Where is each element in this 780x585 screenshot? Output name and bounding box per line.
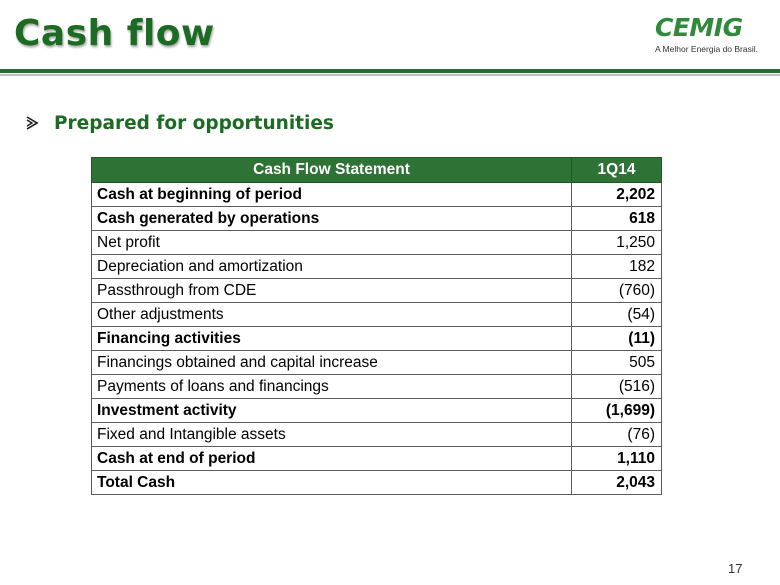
table-row: Investment activity (1,699) [91,398,662,423]
header-divider [0,69,780,73]
page-number: 17 [728,561,743,576]
row-label: Cash at end of period [91,446,572,471]
row-value: 2,043 [571,470,662,495]
table-row: Net profit 1,250 [91,230,662,255]
table-row: Depreciation and amortization 182 [91,254,662,279]
table-row: Financings obtained and capital increase… [91,350,662,375]
table-row: Total Cash 2,043 [91,470,662,495]
row-label: Cash generated by operations [91,206,572,231]
row-value: 1,110 [571,446,662,471]
table-row: Passthrough from CDE (760) [91,278,662,303]
row-label: Fixed and Intangible assets [91,422,572,447]
row-value: 505 [571,350,662,375]
row-label: Investment activity [91,398,572,423]
column-header-statement: Cash Flow Statement [91,157,572,183]
row-label: Financing activities [91,326,572,351]
logo-brand: CEMIG [655,13,743,42]
table-row: Cash generated by operations 618 [91,206,662,231]
table-row: Payments of loans and financings (516) [91,374,662,399]
row-value: (516) [571,374,662,399]
row-label: Depreciation and amortization [91,254,572,279]
header-divider-shadow [0,74,780,76]
row-value: 182 [571,254,662,279]
row-value: (54) [571,302,662,327]
row-label: Passthrough from CDE [91,278,572,303]
table-row: Cash at end of period 1,110 [91,446,662,471]
row-value: (1,699) [571,398,662,423]
table-body: Cash at beginning of period 2,202 Cash gen… [91,182,662,495]
row-value: (76) [571,422,662,447]
column-header-period: 1Q14 [571,157,662,183]
row-label: Payments of loans and financings [91,374,572,399]
table-row: Other adjustments (54) [91,302,662,327]
row-label: Financings obtained and capital increase [91,350,572,375]
row-value: 2,202 [571,182,662,207]
table-row: Financing activities (11) [91,326,662,351]
table-header-row: Cash Flow Statement 1Q14 [91,157,662,183]
row-value: (11) [571,326,662,351]
row-label: Other adjustments [91,302,572,327]
logo-tagline: A Melhor Energia do Brasil. [655,44,758,54]
bullet-point: Prepared for opportunities [24,110,334,136]
arrow-bullet-icon [26,116,39,130]
table-row: Cash at beginning of period 2,202 [91,182,662,207]
bullet-text: Prepared for opportunities [54,112,334,134]
row-label: Total Cash [91,470,572,495]
row-value: 618 [571,206,662,231]
row-value: 1,250 [571,230,662,255]
cemig-logo: CEMIG A Melhor Energia do Brasil. [655,14,770,64]
row-label: Cash at beginning of period [91,182,572,207]
row-value: (760) [571,278,662,303]
slide-title: Cash flow [14,13,215,54]
cash-flow-table: Cash Flow Statement 1Q14 Cash at beginni… [91,157,662,495]
table-row: Fixed and Intangible assets (76) [91,422,662,447]
row-label: Net profit [91,230,572,255]
